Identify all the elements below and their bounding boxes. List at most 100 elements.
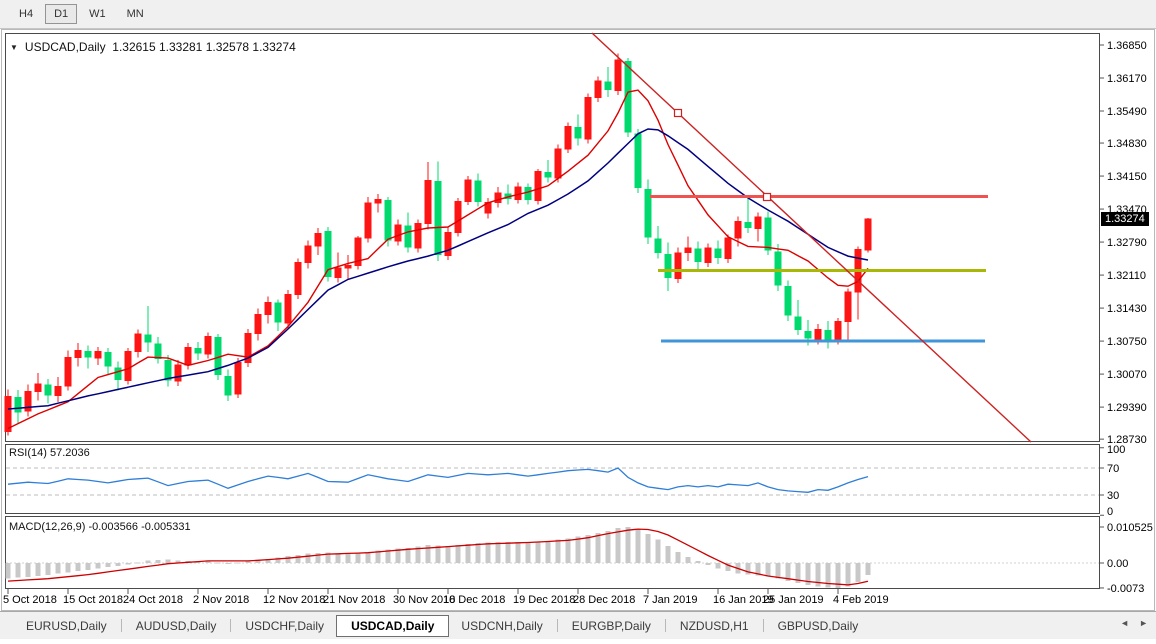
chart-dropdown-icon[interactable]: ▼ — [10, 42, 18, 52]
candle-body — [614, 59, 622, 92]
candle-body — [84, 350, 92, 358]
tab-separator — [230, 619, 232, 632]
timeframe-button-mn[interactable]: MN — [126, 8, 144, 20]
macd-bar — [425, 545, 431, 563]
candle-body — [704, 247, 712, 263]
macd-bar — [695, 560, 701, 563]
macd-bar — [505, 541, 511, 563]
trendline-handle[interactable] — [762, 192, 772, 202]
candle-body — [484, 201, 492, 214]
macd-bar — [525, 542, 531, 563]
candle-body — [584, 96, 592, 140]
macd-bar — [445, 545, 451, 563]
candle-body — [254, 313, 262, 334]
candle-body — [144, 334, 152, 343]
candle-body — [134, 333, 142, 352]
macd-bar — [455, 544, 461, 563]
candle-body — [844, 291, 852, 323]
date-label: 7 Jan 2019 — [643, 594, 697, 606]
tab-eurusd[interactable]: EURUSD,Daily — [26, 618, 107, 633]
date-label: 21 Nov 2018 — [323, 594, 385, 606]
candle-body — [454, 200, 462, 233]
candle-body — [234, 361, 242, 395]
macd-bar — [575, 536, 581, 563]
candle-body — [744, 222, 752, 228]
candle-body — [654, 238, 662, 254]
tab-usdchf[interactable]: USDCHF,Daily — [245, 618, 325, 633]
timeframe-button-d1[interactable]: D1 — [45, 4, 78, 24]
candle-body — [664, 254, 672, 278]
tab-usdcnh[interactable]: USDCNH,Daily — [461, 618, 543, 633]
date-label: 12 Nov 2018 — [263, 594, 325, 606]
rsi-axis[interactable]: 100 70 30 0 — [1100, 444, 1125, 518]
candle-body — [534, 171, 542, 201]
candle-body — [264, 301, 272, 315]
candle-body — [214, 337, 222, 376]
macd-bar — [535, 541, 541, 563]
timeframe-button-h4[interactable]: H4 — [19, 8, 34, 20]
tab-audusd[interactable]: AUDUSD,Daily — [135, 618, 217, 633]
macd-bar — [555, 539, 561, 563]
descending-trendline[interactable] — [591, 32, 1032, 443]
rsi-line — [7, 467, 869, 493]
tab-separator — [120, 619, 122, 632]
candle-body — [104, 351, 112, 367]
macd-bar — [235, 562, 241, 564]
candle-body — [4, 395, 12, 432]
macd-bar — [305, 553, 311, 563]
candle-body — [714, 248, 722, 259]
macd-bar — [835, 563, 841, 588]
current-price-tag: 1.33274 — [1101, 212, 1149, 226]
time-axis[interactable]: 5 Oct 2018 15 Oct 2018 24 Oct 2018 2 Nov 20… — [3, 589, 889, 606]
candle-body — [824, 329, 832, 341]
macd-bar — [665, 545, 671, 563]
candle-body — [774, 251, 782, 286]
candle-body — [54, 385, 62, 396]
macd-panel — [5, 516, 1100, 589]
macd-bar — [105, 563, 111, 568]
tab-gbpusd[interactable]: GBPUSD,Daily — [777, 618, 859, 633]
macd-bar — [625, 527, 631, 563]
rsi-indicator-label: RSI(14) 57.2036 — [9, 447, 90, 459]
candle-body — [814, 328, 822, 340]
date-label: 25 Jan 2019 — [763, 594, 824, 606]
rsi-axis-label: 30 — [1107, 490, 1119, 502]
tab-eurgbp[interactable]: EURGBP,Daily — [571, 618, 651, 633]
candle-body — [554, 148, 562, 179]
tab-nzdusd[interactable]: NZDUSD,H1 — [679, 618, 749, 633]
macd-bar — [715, 563, 721, 569]
candle-body — [364, 202, 372, 239]
macd-bar — [645, 533, 651, 563]
macd-axis[interactable]: 0.010525 0.00 -0.0073 — [1100, 522, 1153, 595]
candle-body — [794, 316, 802, 330]
macd-bar — [225, 563, 231, 564]
macd-bar — [485, 542, 491, 563]
macd-bar — [685, 556, 691, 563]
timeframe-button-w1[interactable]: W1 — [89, 8, 106, 20]
macd-bar — [635, 529, 641, 563]
candle-body — [684, 247, 692, 254]
candle-body — [294, 261, 302, 295]
macd-bar — [345, 554, 351, 563]
candle-body — [424, 179, 432, 225]
price-axis[interactable]: 1.368501.361701.354901.348301.341501.334… — [1100, 40, 1147, 446]
price-axis-label: 1.36170 — [1107, 73, 1147, 85]
candle-body — [94, 350, 102, 359]
candle-body — [184, 346, 192, 366]
date-label: 5 Oct 2018 — [3, 594, 57, 606]
candle-body — [34, 383, 42, 393]
candle-body — [594, 80, 602, 98]
macd-bar — [85, 563, 91, 570]
candle-body — [494, 192, 502, 203]
macd-bar — [415, 546, 421, 563]
macd-bar — [175, 560, 181, 563]
candle-body — [124, 350, 132, 381]
tab-scroll-right-icon[interactable]: ► — [1139, 618, 1148, 628]
tab-scroll-left-icon[interactable]: ◄ — [1120, 618, 1130, 628]
candle-body — [44, 384, 52, 396]
tab-usdcad[interactable]: USDCAD,Daily — [336, 614, 450, 637]
trendline-handle[interactable] — [673, 108, 683, 118]
macd-bar — [775, 563, 781, 579]
macd-bar — [45, 563, 51, 575]
